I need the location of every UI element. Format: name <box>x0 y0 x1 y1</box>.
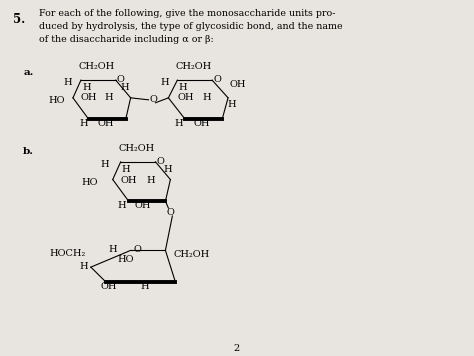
Text: O: O <box>117 75 125 84</box>
Text: H: H <box>118 201 127 210</box>
Text: H: H <box>161 78 169 87</box>
Text: O: O <box>166 208 174 217</box>
Text: H: H <box>202 93 211 102</box>
Text: H: H <box>63 78 72 87</box>
Text: HO: HO <box>81 178 98 187</box>
Text: a.: a. <box>23 68 34 77</box>
Text: OH: OH <box>98 120 114 129</box>
Text: O: O <box>213 75 221 84</box>
Text: OH: OH <box>135 201 151 210</box>
Text: HO: HO <box>118 255 134 264</box>
Text: OH: OH <box>101 282 117 291</box>
Text: OH: OH <box>193 120 210 129</box>
Text: O: O <box>134 246 141 255</box>
Text: H: H <box>101 160 109 169</box>
Text: OH: OH <box>121 176 137 185</box>
Text: 5.: 5. <box>13 13 26 26</box>
Text: CH₂OH: CH₂OH <box>118 144 155 153</box>
Text: H: H <box>164 165 172 174</box>
Text: H: H <box>227 100 236 109</box>
Text: H: H <box>109 246 118 255</box>
Text: O: O <box>156 157 164 166</box>
Text: OH: OH <box>81 93 98 102</box>
Text: OH: OH <box>177 93 194 102</box>
Text: HOCH₂: HOCH₂ <box>49 250 85 258</box>
Text: H: H <box>79 120 88 129</box>
Text: b.: b. <box>23 147 34 156</box>
Text: H: H <box>82 83 91 92</box>
Text: O: O <box>149 95 157 104</box>
Text: H: H <box>121 83 129 92</box>
Text: CH₂OH: CH₂OH <box>173 250 210 260</box>
Text: H: H <box>105 93 113 102</box>
Text: H: H <box>79 262 88 271</box>
Text: OH: OH <box>229 80 246 89</box>
Text: H: H <box>178 83 187 92</box>
Text: H: H <box>146 176 155 185</box>
Text: CH₂OH: CH₂OH <box>175 62 211 72</box>
Text: 2: 2 <box>234 344 240 353</box>
Text: H: H <box>174 120 183 129</box>
Text: H: H <box>122 165 130 174</box>
Text: CH₂OH: CH₂OH <box>79 62 115 72</box>
Text: HO: HO <box>48 96 64 105</box>
Text: H: H <box>141 282 149 291</box>
Text: For each of the following, give the monosaccharide units pro-
duced by hydrolysi: For each of the following, give the mono… <box>39 9 343 44</box>
